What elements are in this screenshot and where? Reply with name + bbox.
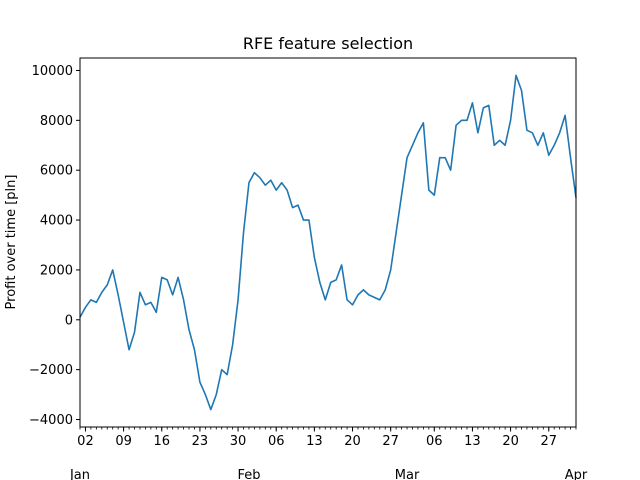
x-day-tick-label: 06 (268, 434, 285, 449)
x-day-tick-label: 27 (382, 434, 399, 449)
x-day-tick-label: 23 (192, 434, 209, 449)
x-month-tick-label: Apr (565, 468, 588, 480)
x-day-tick-label: 20 (502, 434, 519, 449)
x-day-tick-label: 06 (426, 434, 443, 449)
y-tick-label: 2000 (40, 263, 73, 278)
x-day-tick-label: 02 (77, 434, 94, 449)
x-day-tick-label: 13 (306, 434, 323, 449)
y-axis-label: Profit over time [pln] (4, 175, 19, 310)
y-axis-ticks: −4000 −2000 0 2000 4000 6000 8000 10000 (29, 64, 80, 428)
x-day-tick-label: 13 (464, 434, 481, 449)
y-tick-label: −2000 (29, 363, 73, 378)
chart-title: RFE feature selection (243, 34, 413, 53)
plot-area-frame (79, 57, 577, 428)
x-day-tick-label: 16 (153, 434, 170, 449)
x-day-tick-label: 27 (540, 434, 557, 449)
x-month-tick-label: Jan (69, 468, 90, 480)
profit-series-line (79, 74, 577, 411)
y-tick-label: 0 (65, 313, 73, 328)
y-tick-label: 10000 (32, 64, 73, 79)
y-tick-label: 8000 (40, 114, 73, 129)
y-tick-label: −4000 (29, 413, 73, 428)
y-tick-label: 4000 (40, 214, 73, 229)
x-day-tick-label: 09 (115, 434, 132, 449)
x-month-tick-label: Mar (395, 468, 420, 480)
x-day-tick-label: 20 (344, 434, 361, 449)
x-month-tick-label: Feb (237, 468, 260, 480)
x-axis-ticks: 02 09 16 23 30 06 13 20 27 06 13 20 27 Jan Feb Mar Apr (69, 427, 588, 480)
x-day-tick-label: 30 (230, 434, 247, 449)
y-tick-label: 6000 (40, 164, 73, 179)
